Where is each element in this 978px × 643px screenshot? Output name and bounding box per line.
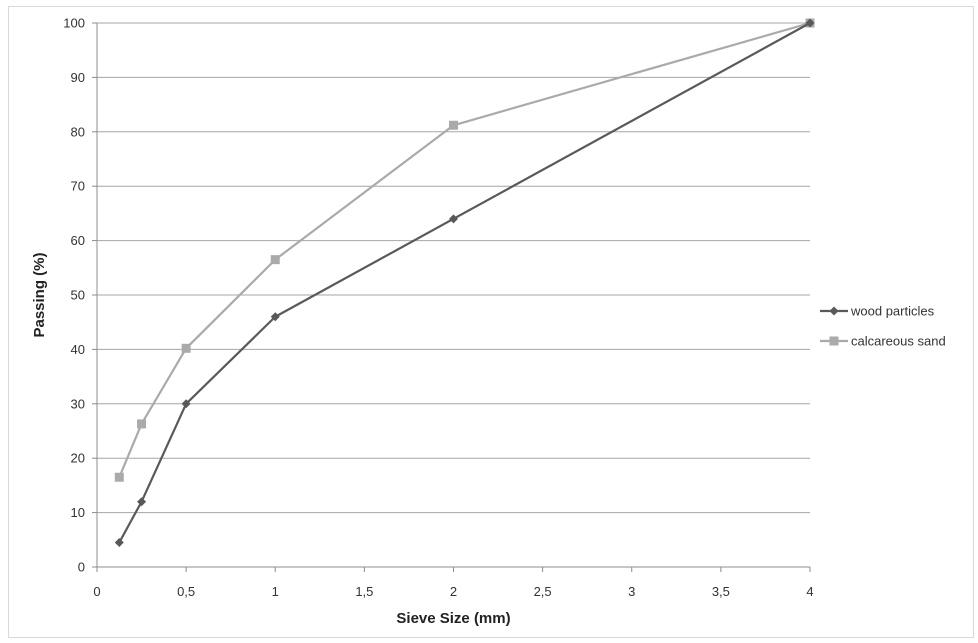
x-tick-label: 2,5 [534, 584, 552, 599]
chart-frame [8, 6, 974, 638]
y-tick-label: 20 [71, 451, 85, 466]
data-point-wood-particles [181, 399, 191, 409]
x-axis-title: Sieve Size (mm) [396, 610, 510, 627]
series-wood-particles [114, 18, 815, 548]
y-tick-label: 30 [71, 396, 85, 411]
data-point-calcareous-sand [137, 419, 147, 429]
series-line-wood-particles [118, 22, 811, 544]
series-group [114, 18, 815, 548]
y-tick-label: 50 [71, 288, 85, 303]
x-tick-label: 0,5 [177, 584, 195, 599]
x-tick-label: 4 [806, 584, 813, 599]
y-tick-label: 70 [71, 179, 85, 194]
data-point-wood-particles [114, 538, 124, 548]
y-tick-label: 90 [71, 70, 85, 85]
y-tick-label: 60 [71, 233, 85, 248]
legend-marker-wood-particles [829, 306, 839, 316]
legend: wood particles calcareous sand [820, 304, 946, 349]
x-tick-label: 1,5 [355, 584, 373, 599]
data-point-wood-particles [449, 214, 458, 224]
series-line-calcareous-sand [118, 21, 811, 478]
data-point-wood-particles [270, 312, 280, 322]
x-tick-label: 2 [450, 584, 457, 599]
x-tick-label: 0 [93, 584, 100, 599]
y-tick-label: 40 [71, 342, 85, 357]
tick-labels: 0 10 20 30 40 50 60 70 80 90 100 0 0,5 1 1,5 2 2,5 3 3,5 4 [63, 16, 813, 600]
series-calcareous-sand [114, 18, 815, 482]
x-tick-label: 3,5 [712, 584, 730, 599]
data-point-wood-particles [805, 18, 815, 28]
legend-label-wood-particles: wood particles [850, 304, 935, 319]
data-point-wood-particles [137, 497, 147, 507]
data-point-calcareous-sand [114, 472, 124, 482]
y-tick-label: 80 [71, 124, 85, 139]
axes [92, 22, 811, 572]
x-tick-label: 1 [272, 584, 279, 599]
legend-label-calcareous-sand: calcareous sand [851, 334, 946, 349]
y-tick-label: 100 [63, 16, 85, 31]
data-point-calcareous-sand [181, 343, 191, 353]
data-point-calcareous-sand [449, 120, 458, 130]
legend-marker-calcareous-sand [829, 336, 839, 346]
y-tick-label: 10 [71, 505, 85, 520]
gridlines [97, 22, 810, 514]
x-tick-label: 3 [628, 584, 635, 599]
y-axis-title: Passing (%) [31, 252, 48, 337]
legend-item-calcareous-sand: calcareous sand [820, 334, 946, 349]
data-point-calcareous-sand [270, 255, 280, 265]
y-tick-label: 0 [78, 560, 85, 575]
legend-item-wood-particles: wood particles [820, 304, 935, 319]
